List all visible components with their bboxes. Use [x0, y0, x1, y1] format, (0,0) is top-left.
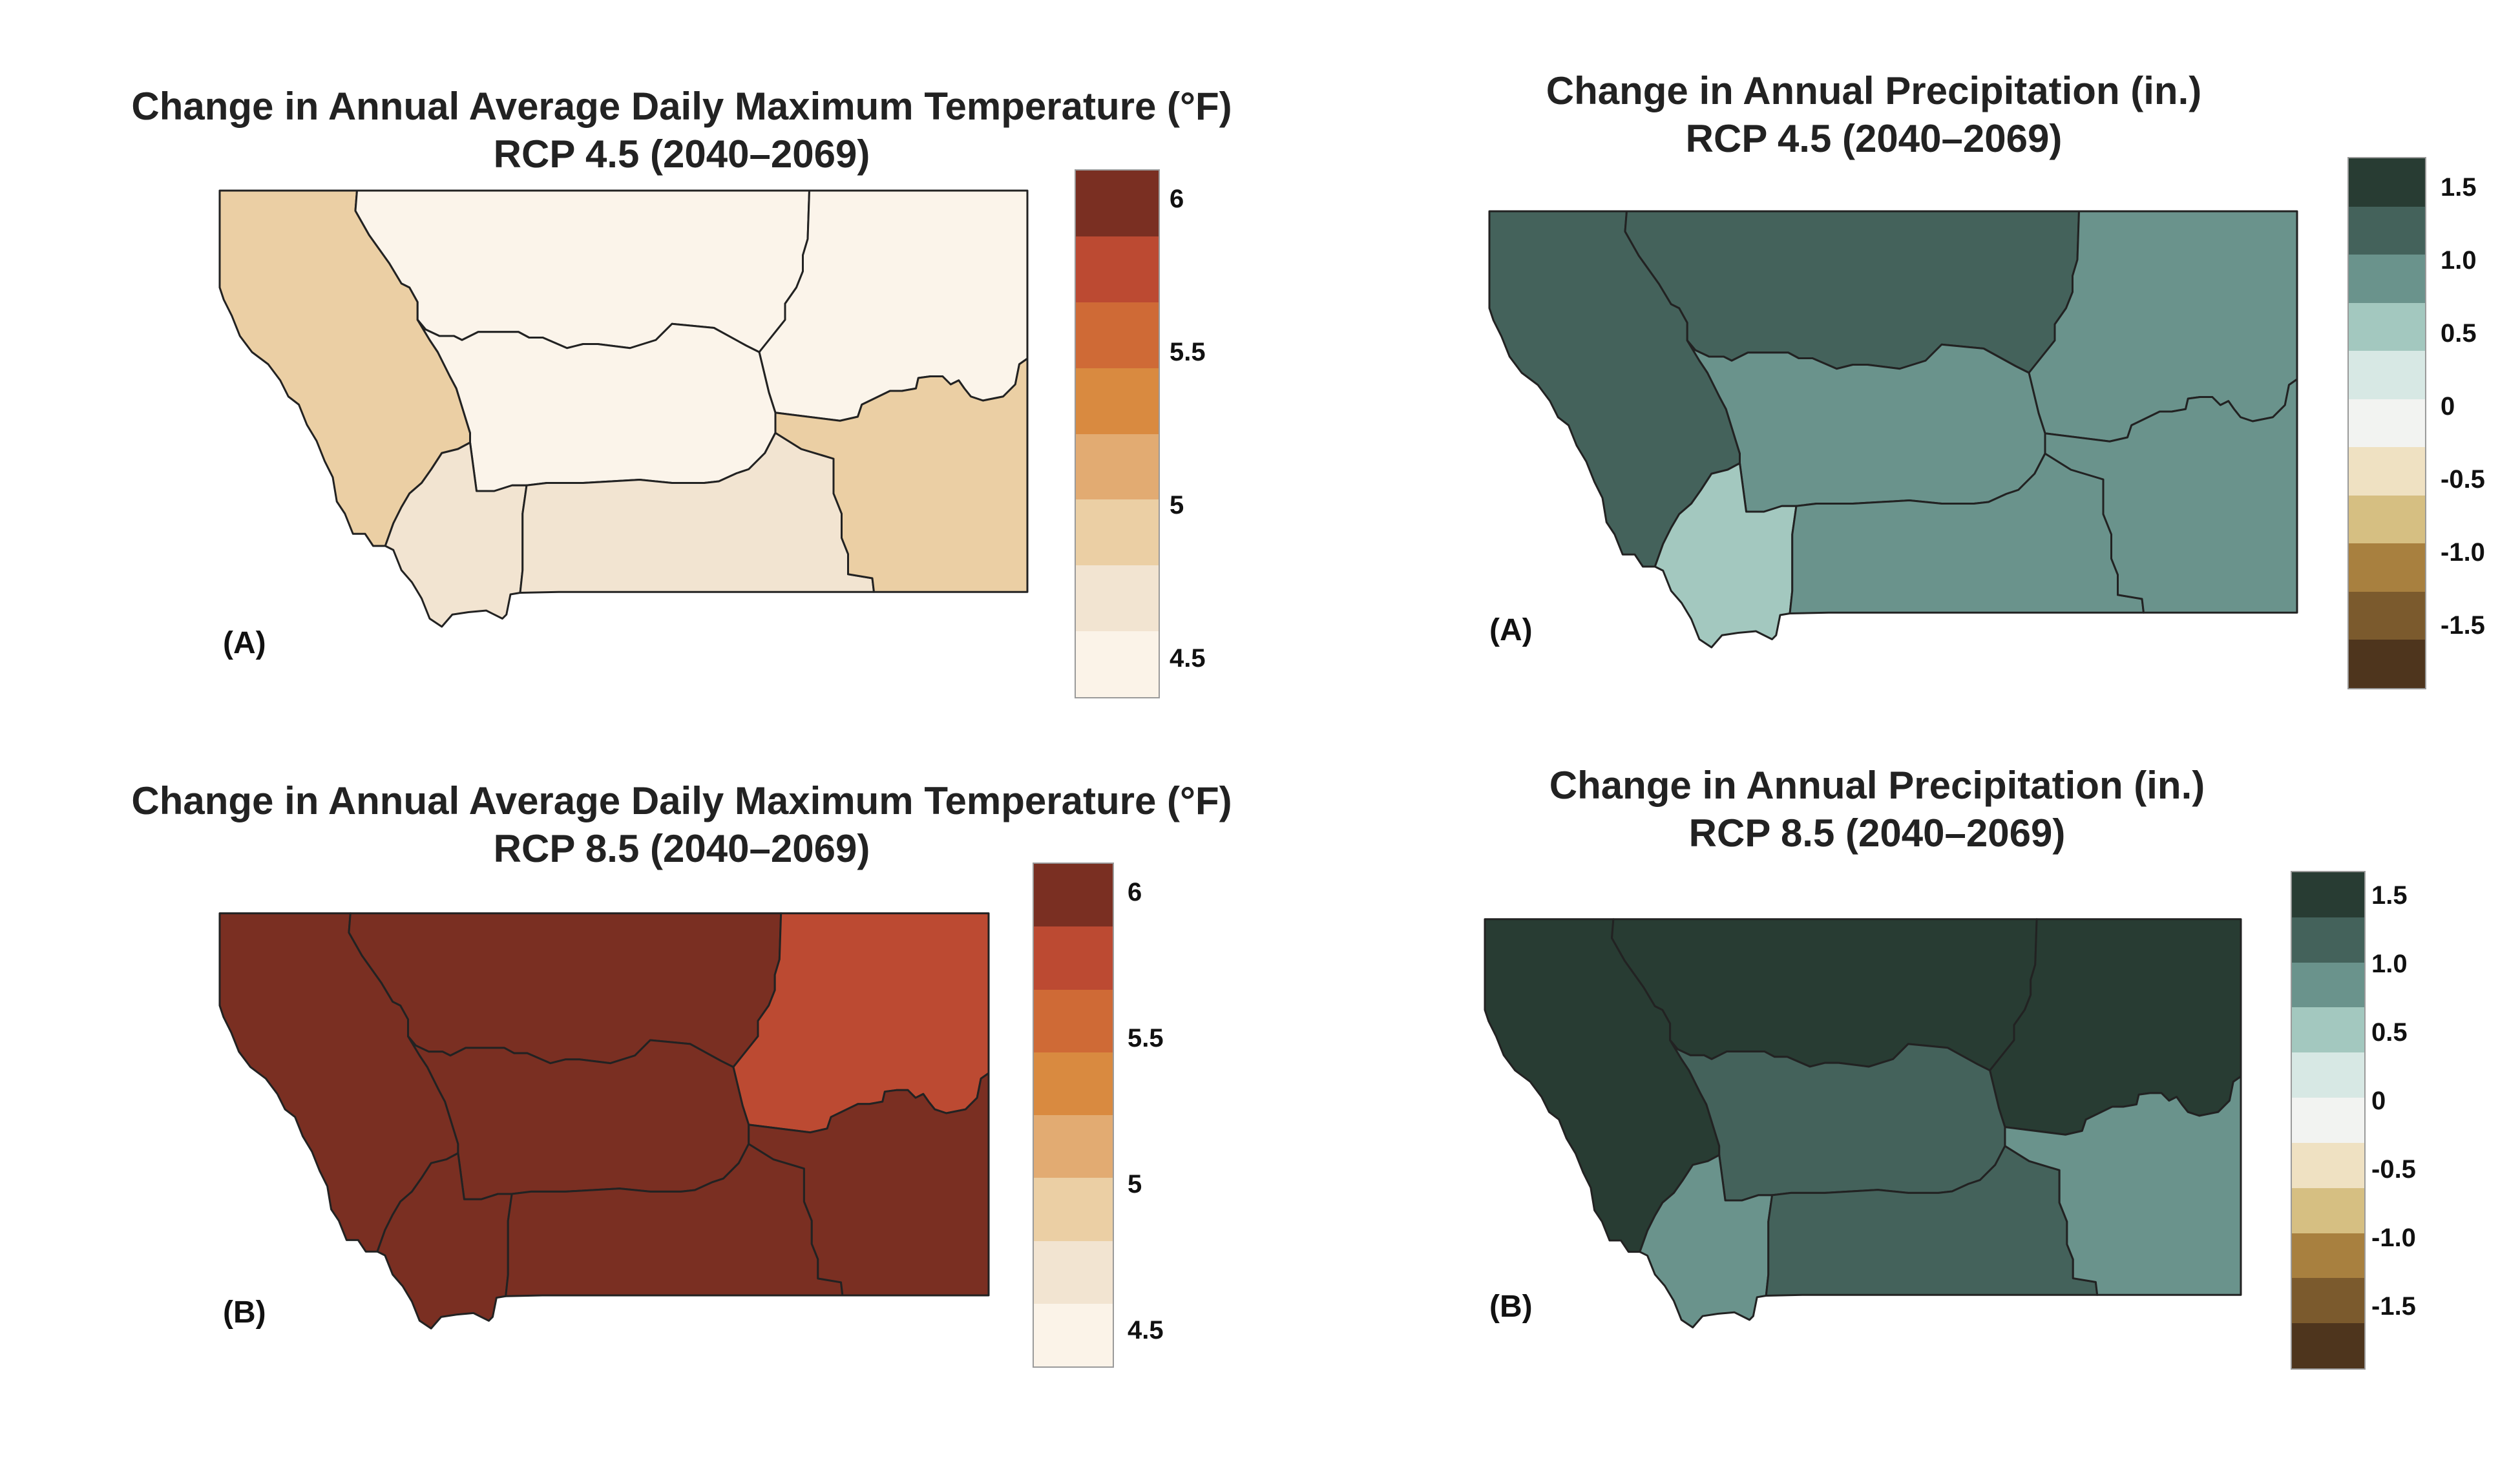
legend-swatch	[2349, 351, 2425, 399]
legend-swatch	[2349, 302, 2425, 351]
montana-map	[1489, 180, 2297, 663]
map-title: Change in Annual Precipitation (in.) RCP…	[1476, 762, 2278, 857]
title-line-1: Change in Annual Average Daily Maximum T…	[131, 85, 1232, 128]
legend-tick-label: 0	[2371, 1087, 2386, 1115]
legend-swatch	[2292, 1323, 2364, 1368]
legend-swatch	[1034, 1178, 1113, 1241]
color-legend	[1033, 863, 1114, 1368]
montana-map	[1485, 890, 2241, 1341]
legend-swatch	[1076, 434, 1159, 500]
panel-temp-rcp85: Change in Annual Average Daily Maximum T…	[131, 779, 1232, 1368]
legend-swatch	[2292, 1233, 2364, 1279]
legend-swatch	[2292, 1052, 2364, 1098]
legend-tick-label: 1.5	[2441, 173, 2477, 202]
legend-tick-label: -0.5	[2371, 1155, 2416, 1184]
legend-tick-label: 6	[1170, 185, 1184, 213]
panel-label: (A)	[1489, 613, 1533, 647]
legend-swatch	[2349, 399, 2425, 448]
map-title: Change in Annual Average Daily Maximum T…	[52, 83, 1312, 178]
legend-tick-label: 0.5	[2371, 1018, 2408, 1047]
legend-swatch	[1034, 1240, 1113, 1304]
legend-swatch	[2292, 1142, 2364, 1188]
region-southwest	[385, 443, 527, 627]
title-line-2: RCP 4.5 (2040–2069)	[493, 132, 870, 176]
legend-tick-label: 4.5	[1128, 1316, 1164, 1344]
panel-temp-rcp45: Change in Annual Average Daily Maximum T…	[0, 0, 1260, 711]
legend-swatch	[1076, 368, 1159, 434]
legend-tick-label: -1.5	[2441, 611, 2485, 640]
region-southwest	[1640, 1155, 1772, 1328]
region-southwest	[377, 1153, 512, 1328]
legend-tick-label: 5	[1170, 491, 1184, 519]
panel-label: (B)	[223, 1295, 266, 1330]
legend-swatch	[1034, 1115, 1113, 1178]
legend-swatch	[2349, 495, 2425, 544]
panel-label: (B)	[1489, 1290, 1533, 1324]
legend-swatch	[2292, 1187, 2364, 1233]
legend-tick-label: -1.5	[2371, 1292, 2416, 1321]
legend-swatch	[2292, 1098, 2364, 1143]
legend-swatch	[2349, 158, 2425, 207]
legend-tick-label: 4.5	[1170, 644, 1206, 673]
region-southeast	[775, 359, 1027, 592]
title-line-2: RCP 8.5 (2040–2069)	[1688, 811, 2066, 855]
legend-swatch	[1034, 1052, 1113, 1115]
legend-swatch	[1034, 926, 1113, 990]
region-southeast	[2045, 379, 2297, 612]
legend-tick-label: -0.5	[2441, 465, 2485, 494]
legend-tick-label: 0.5	[2441, 319, 2477, 348]
map-title: Change in Annual Average Daily Maximum T…	[52, 777, 1312, 873]
region-southeast	[2005, 1076, 2241, 1295]
legend-swatch	[2349, 543, 2425, 592]
legend-swatch	[2292, 872, 2364, 917]
montana-map	[220, 191, 1027, 611]
legend-swatch	[1076, 236, 1159, 302]
legend-swatch	[2292, 1007, 2364, 1053]
legend-swatch	[1076, 171, 1159, 236]
legend-tick-label: 6	[1128, 878, 1142, 906]
legend-swatch	[1034, 989, 1113, 1052]
map-title: Change in Annual Precipitation (in.) RCP…	[1473, 67, 2274, 163]
legend-swatch	[2349, 591, 2425, 640]
legend-swatch	[1034, 864, 1113, 927]
legend-swatch	[1076, 302, 1159, 368]
legend-swatch	[2349, 447, 2425, 496]
legend-tick-label: 1.0	[2441, 246, 2477, 275]
legend-swatch	[2349, 640, 2425, 688]
color-legend	[2347, 157, 2426, 689]
legend-tick-label: -1.0	[2371, 1224, 2416, 1252]
legend-tick-label: 1.5	[2371, 881, 2408, 910]
legend-tick-label: 5.5	[1170, 338, 1206, 366]
legend-swatch	[2292, 1278, 2364, 1324]
color-legend	[1075, 169, 1160, 698]
title-line-1: Change in Annual Precipitation (in.)	[1549, 764, 2205, 807]
legend-swatch	[2292, 962, 2364, 1008]
region-southeast	[749, 1073, 989, 1295]
color-legend	[2291, 871, 2366, 1370]
title-line-2: RCP 4.5 (2040–2069)	[1685, 117, 2063, 160]
legend-swatch	[2349, 255, 2425, 303]
title-line-1: Change in Annual Average Daily Maximum T…	[131, 779, 1232, 822]
legend-swatch	[1034, 1303, 1113, 1366]
legend-swatch	[1076, 499, 1159, 566]
legend-swatch	[2292, 917, 2364, 963]
legend-tick-label: 5	[1128, 1170, 1142, 1198]
panel-label: (A)	[223, 626, 266, 660]
legend-tick-label: -1.0	[2441, 538, 2485, 567]
title-line-2: RCP 8.5 (2040–2069)	[493, 827, 870, 870]
montana-map	[220, 884, 989, 1343]
title-line-1: Change in Annual Precipitation (in.)	[1546, 69, 2202, 112]
legend-tick-label: 1.0	[2371, 950, 2408, 978]
legend-swatch	[1076, 631, 1159, 697]
legend-swatch	[1076, 565, 1159, 632]
region-southwest	[1655, 463, 1796, 647]
legend-tick-label: 5.5	[1128, 1024, 1164, 1052]
panel-precip-rcp45: Change in Annual Precipitation (in.) RCP…	[0, 0, 2520, 711]
legend-swatch	[2349, 206, 2425, 255]
legend-tick-label: 0	[2441, 392, 2455, 421]
